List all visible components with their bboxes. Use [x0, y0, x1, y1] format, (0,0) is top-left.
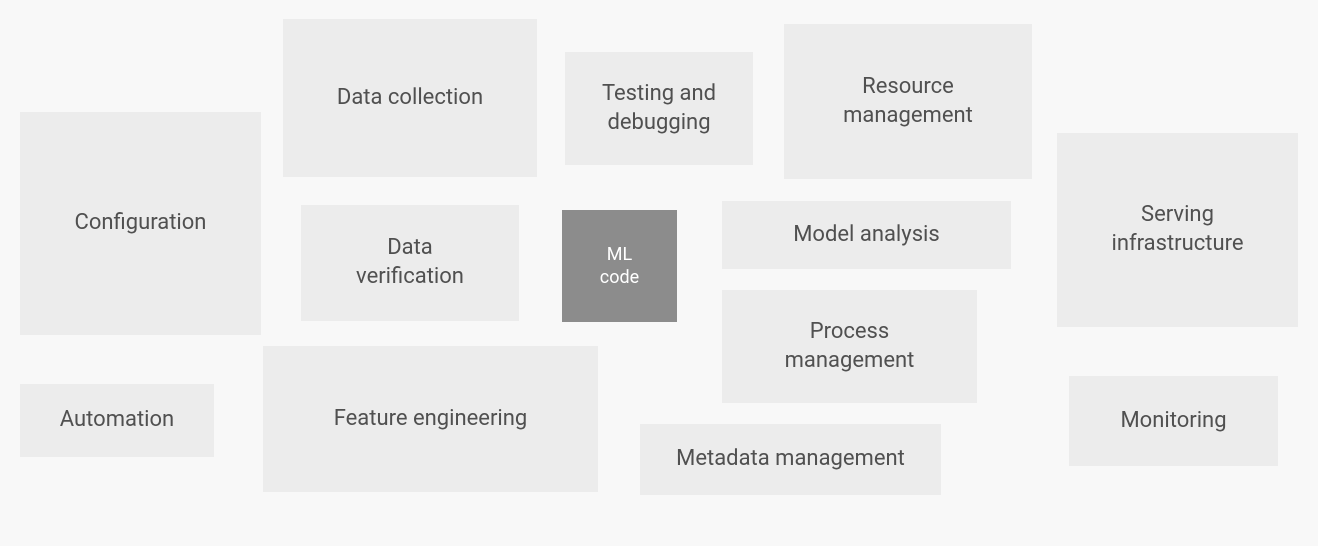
diagram-canvas: Configuration Automation Data collection Da…	[0, 0, 1318, 546]
box-monitoring: Monitoring	[1069, 376, 1278, 466]
box-automation: Automation	[20, 384, 214, 457]
box-serving-infrastructure: Serving infrastructure	[1057, 133, 1298, 327]
box-ml-code: ML code	[562, 210, 677, 322]
box-model-analysis: Model analysis	[722, 201, 1011, 269]
box-metadata-management: Metadata management	[640, 424, 941, 495]
box-label: Process management	[785, 318, 915, 375]
box-label: Configuration	[75, 209, 207, 238]
box-data-verification: Data verification	[301, 205, 519, 321]
box-label: Data verification	[356, 234, 464, 291]
box-feature-engineering: Feature engineering	[263, 346, 598, 492]
box-label: Feature engineering	[334, 405, 528, 434]
box-label: Metadata management	[676, 445, 905, 474]
box-process-management: Process management	[722, 290, 977, 403]
box-label: ML code	[600, 243, 639, 290]
box-label: Automation	[60, 406, 174, 435]
box-testing-debugging: Testing and debugging	[565, 52, 753, 165]
box-label: Monitoring	[1120, 407, 1226, 436]
box-data-collection: Data collection	[283, 19, 537, 177]
box-label: Resource management	[843, 73, 973, 130]
box-configuration: Configuration	[20, 112, 261, 335]
box-resource-management: Resource management	[784, 24, 1032, 179]
box-label: Data collection	[337, 84, 483, 113]
box-label: Model analysis	[793, 221, 940, 250]
box-label: Serving infrastructure	[1111, 201, 1243, 258]
box-label: Testing and debugging	[602, 80, 716, 137]
